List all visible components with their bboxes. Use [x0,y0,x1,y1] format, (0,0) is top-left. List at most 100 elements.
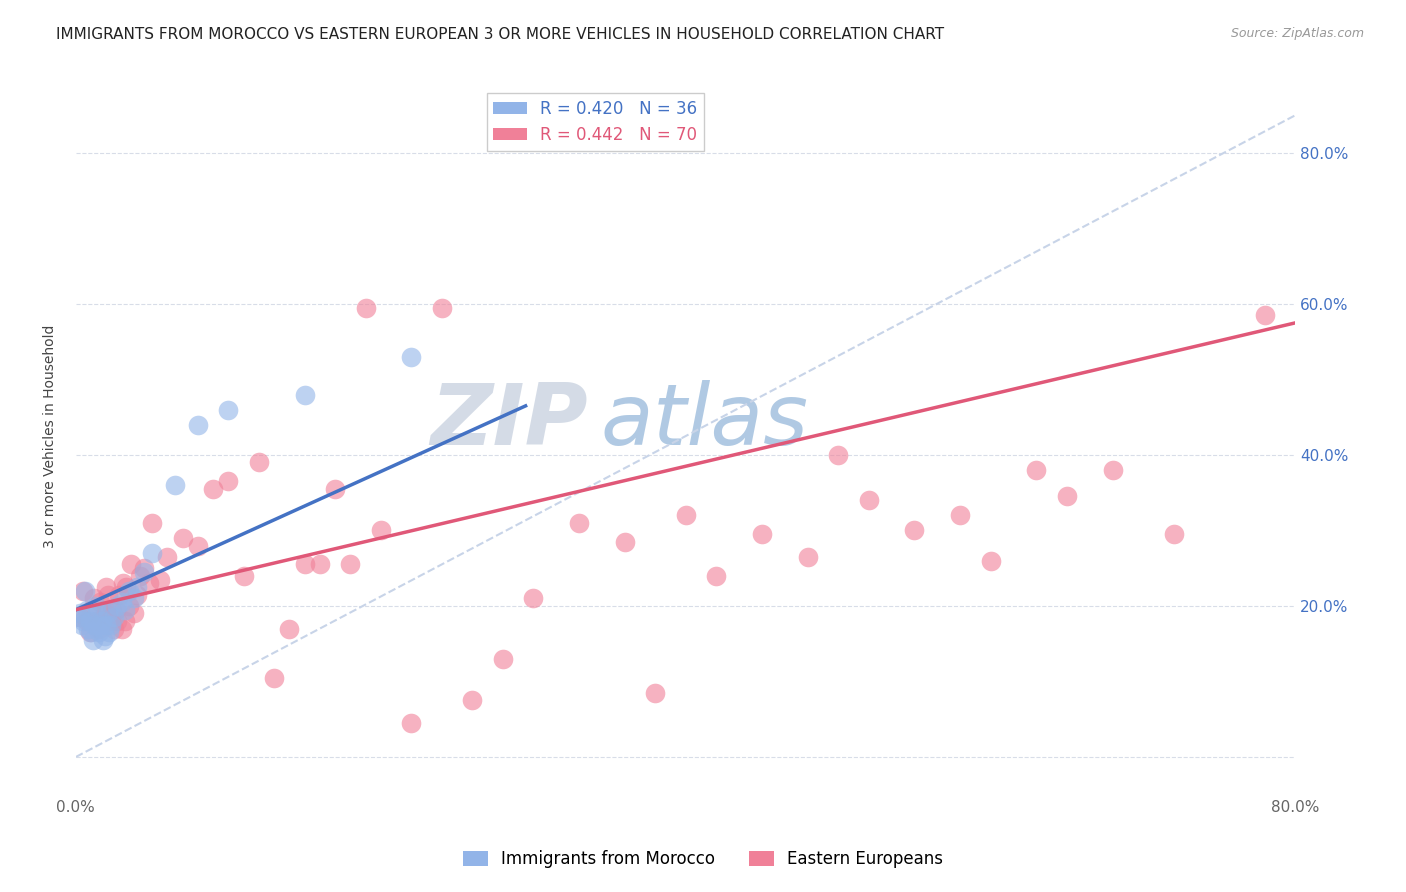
Point [522,591,544,606]
Point [354,301,377,315]
Point [122,607,145,621]
Point [323,482,346,496]
Point [96,580,118,594]
Point [84,599,107,613]
Point [141,516,163,530]
Point [83,591,105,606]
Point [187,539,209,553]
Point [104,603,127,617]
Point [339,558,361,572]
Point [89,595,111,609]
Point [118,583,141,598]
Point [492,652,515,666]
Point [72,583,94,598]
Point [125,580,148,594]
Point [101,603,124,617]
Point [751,527,773,541]
Point [401,350,423,364]
Point [134,561,156,575]
Point [232,568,254,582]
Point [1025,463,1047,477]
Text: IMMIGRANTS FROM MOROCCO VS EASTERN EUROPEAN 3 OR MORE VEHICLES IN HOUSEHOLD CORR: IMMIGRANTS FROM MOROCCO VS EASTERN EUROP… [56,27,945,42]
Point [461,693,484,707]
Point [79,625,101,640]
Point [110,595,132,609]
Point [97,607,120,621]
Point [105,599,128,613]
Point [83,617,105,632]
Point [76,614,98,628]
Point [103,622,125,636]
Point [122,591,145,606]
Point [112,576,135,591]
Point [163,478,186,492]
Point [613,534,636,549]
Point [98,614,121,628]
Point [97,588,120,602]
Point [949,508,972,523]
Point [1101,463,1123,477]
Point [105,614,128,628]
Point [980,554,1002,568]
Point [187,417,209,432]
Point [69,610,91,624]
Point [217,402,239,417]
Point [129,568,152,582]
Point [675,508,697,523]
Point [103,610,125,624]
Point [114,603,136,617]
Point [294,558,316,572]
Y-axis label: 3 or more Vehicles in Household: 3 or more Vehicles in Household [44,325,58,548]
Point [80,603,103,617]
Point [172,531,194,545]
Point [82,632,104,647]
Legend: R = 0.420   N = 36, R = 0.442   N = 70: R = 0.420 N = 36, R = 0.442 N = 70 [486,93,704,151]
Point [80,625,103,640]
Point [100,610,122,624]
Point [89,617,111,632]
Point [370,524,392,538]
Point [79,614,101,628]
Point [70,617,93,632]
Point [1254,308,1277,322]
Text: atlas: atlas [600,380,808,463]
Point [76,603,98,617]
Point [858,493,880,508]
Point [107,588,129,602]
Point [644,686,666,700]
Point [138,576,160,591]
Point [134,565,156,579]
Point [84,614,107,628]
Point [704,568,727,582]
Point [96,617,118,632]
Point [308,558,330,572]
Point [217,475,239,489]
Point [118,599,141,613]
Point [430,301,453,315]
Point [827,448,849,462]
Legend: Immigrants from Morocco, Eastern Europeans: Immigrants from Morocco, Eastern Europea… [457,844,949,875]
Point [294,387,316,401]
Point [115,580,138,594]
Point [72,614,94,628]
Point [67,610,90,624]
Point [141,546,163,560]
Point [94,607,117,621]
Point [69,607,91,621]
Text: ZIP: ZIP [430,380,588,463]
Point [568,516,591,530]
Point [91,614,114,628]
Point [149,573,172,587]
Point [120,558,142,572]
Point [202,482,225,496]
Point [1163,527,1185,541]
Point [278,622,301,636]
Text: Source: ZipAtlas.com: Source: ZipAtlas.com [1230,27,1364,40]
Point [796,549,818,564]
Point [86,607,108,621]
Point [73,583,96,598]
Point [110,622,132,636]
Point [114,614,136,628]
Point [91,632,114,647]
Point [87,622,110,636]
